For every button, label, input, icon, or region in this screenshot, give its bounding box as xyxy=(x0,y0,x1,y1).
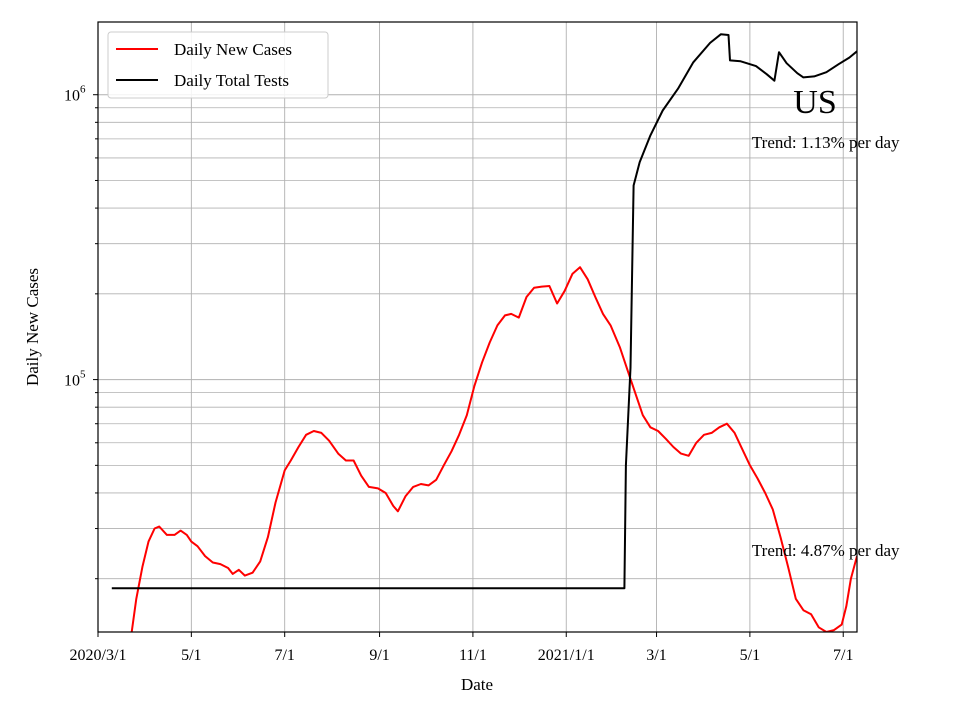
y-tick-base: 10 xyxy=(64,373,80,390)
x-tick-label: 2021/1/1 xyxy=(538,647,595,664)
y-tick-label: 10 5 xyxy=(64,369,86,390)
x-tick-label: 5/1 xyxy=(181,647,201,664)
series-line-daily-total-tests xyxy=(111,33,857,590)
x-tick-label: 9/1 xyxy=(369,647,389,664)
country-label: US xyxy=(793,84,836,121)
legend: Daily New Cases Daily Total Tests xyxy=(107,31,329,99)
x-tick-label: 5/1 xyxy=(740,647,760,664)
trend-annotation: Trend: 1.13% per day xyxy=(752,133,900,152)
x-tick-label: 7/1 xyxy=(274,647,294,664)
legend-label-tests: Daily Total Tests xyxy=(174,71,289,90)
y-tick-base: 10 xyxy=(64,88,80,105)
x-axis-label: Date xyxy=(461,675,493,694)
trend-annotations: Trend: 1.13% per day Trend: 4.87% per day xyxy=(752,133,900,560)
axis-ticks: 2020/3/1 5/1 7/1 9/1 11/1 2021/1/1 3/1 5/1 7/1 10… xyxy=(64,84,853,664)
x-tick-label: 3/1 xyxy=(646,647,666,664)
x-tick-label: 7/1 xyxy=(833,647,853,664)
y-tick-exponent: 6 xyxy=(80,84,86,96)
x-tick-label: 11/1 xyxy=(459,647,487,664)
series-lines xyxy=(111,33,857,632)
trend-annotation: Trend: 4.87% per day xyxy=(752,541,900,560)
x-tick-label: 2020/3/1 xyxy=(70,647,127,664)
series-line-daily-new-cases xyxy=(130,266,857,632)
y-axis-label: Daily New Cases xyxy=(23,268,42,386)
y-tick-label: 10 6 xyxy=(64,84,86,105)
grid xyxy=(97,22,857,632)
y-tick-exponent: 5 xyxy=(80,369,86,381)
plot-frame xyxy=(97,21,858,633)
legend-box xyxy=(107,31,329,99)
legend-label-cases: Daily New Cases xyxy=(174,40,292,59)
